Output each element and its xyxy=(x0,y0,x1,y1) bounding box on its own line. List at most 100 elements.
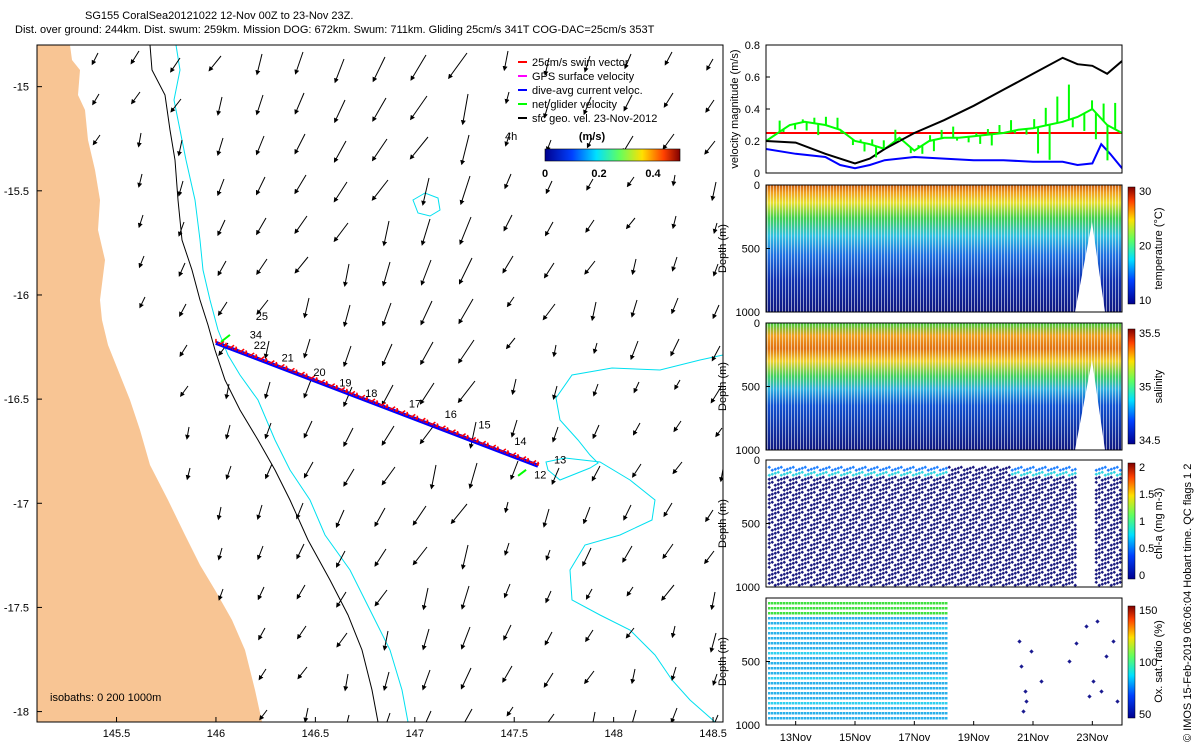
oxygen-sample xyxy=(840,692,843,695)
chlorophyll-sample xyxy=(770,468,775,473)
oxygen-sample xyxy=(939,697,942,700)
chlorophyll-sample xyxy=(821,567,826,572)
oxygen-sample xyxy=(909,667,912,670)
chlorophyll-sample xyxy=(905,531,910,536)
oxygen-sample xyxy=(942,667,945,670)
oxygen-sample xyxy=(936,647,939,650)
oxygen-sample xyxy=(789,642,792,645)
oxygen-sample xyxy=(888,682,891,685)
chlorophyll-sample xyxy=(1100,542,1105,547)
chlorophyll-sample xyxy=(1073,507,1078,512)
chlorophyll-sample xyxy=(1004,542,1009,547)
oxygen-sample xyxy=(879,672,882,675)
chlorophyll-sample xyxy=(824,510,829,515)
chlorophyll-sample xyxy=(998,516,1003,521)
chlorophyll-sample xyxy=(935,581,940,586)
chlorophyll-sample xyxy=(1061,571,1066,576)
oxygen-sample xyxy=(804,667,807,670)
chlorophyll-sample xyxy=(1022,556,1027,561)
chlorophyll-sample xyxy=(773,527,778,532)
oxygen-sample xyxy=(900,697,903,700)
chlorophyll-sample xyxy=(971,485,976,490)
velocity-arrow xyxy=(545,139,552,152)
chlorophyll-sample xyxy=(1112,526,1117,531)
oxygen-sample xyxy=(843,677,846,680)
velocity-arrow xyxy=(460,134,470,166)
oxygen-sample xyxy=(801,712,804,715)
oxygen-sample xyxy=(858,627,861,630)
swim-vector xyxy=(408,414,412,418)
chlorophyll-sample xyxy=(980,518,985,523)
oxygen-sample xyxy=(894,642,897,645)
oxygen-sample xyxy=(831,627,834,630)
chlorophyll-sample xyxy=(830,540,835,545)
oxygen-sample xyxy=(807,627,810,630)
oxygen-sample xyxy=(783,627,786,630)
oxygen-sample xyxy=(897,717,900,720)
chlorophyll-sample xyxy=(1040,490,1045,495)
chlorophyll-sample xyxy=(773,543,778,548)
chlorophyll-sample xyxy=(854,496,859,501)
chlorophyll-sample xyxy=(770,560,775,565)
chlorophyll-sample xyxy=(869,471,874,476)
chlorophyll-sample xyxy=(854,568,859,573)
oxygen-sample xyxy=(939,622,942,625)
chlorophyll-sample xyxy=(992,498,997,503)
oxygen-sample xyxy=(786,712,789,715)
chlorophyll-sample xyxy=(893,551,898,556)
chlorophyll-sample xyxy=(779,553,784,558)
oxygen-sample xyxy=(903,642,906,645)
chlorophyll-sample xyxy=(929,511,934,516)
chlorophyll-sample xyxy=(866,536,871,541)
chlorophyll-sample xyxy=(836,498,841,503)
chlorophyll-sample xyxy=(854,528,859,533)
chlorophyll-sample xyxy=(1103,473,1108,478)
oxygen-sample xyxy=(786,702,789,705)
chlorophyll-sample xyxy=(1070,488,1075,493)
chlorophyll-sample xyxy=(881,483,886,488)
oxygen-sample xyxy=(1111,639,1116,644)
chlorophyll-sample xyxy=(1115,581,1120,586)
chlorophyll-sample xyxy=(926,536,931,541)
chlorophyll-sample xyxy=(779,565,784,570)
chlorophyll-sample xyxy=(968,566,973,571)
oxygen-sample xyxy=(915,687,918,690)
track-day-label: 22 xyxy=(254,340,266,352)
chlorophyll-sample xyxy=(911,541,916,546)
oxygen-sample xyxy=(810,622,813,625)
oxygen-sample xyxy=(891,617,894,620)
chlorophyll-sample xyxy=(896,562,901,567)
legend-entry-label: net glider velocity xyxy=(532,99,617,111)
oxygen-sample xyxy=(867,652,870,655)
swim-vector xyxy=(279,363,285,369)
chlorophyll-sample xyxy=(986,496,991,501)
oxygen-sample xyxy=(915,672,918,675)
chlorophyll-sample xyxy=(1058,512,1063,517)
chlorophyll-sample xyxy=(866,496,871,501)
chlorophyll-sample xyxy=(908,510,913,515)
oxygen-sample xyxy=(819,672,822,675)
chlorophyll-sample xyxy=(944,478,949,483)
oxygen-sample xyxy=(846,657,849,660)
chlorophyll-sample xyxy=(950,580,955,585)
oxygen-sample xyxy=(837,632,840,635)
chlorophyll-sample xyxy=(998,532,1003,537)
chlorophyll-sample xyxy=(932,506,937,511)
oxygen-sample xyxy=(867,647,870,650)
chlorophyll-sample xyxy=(803,537,808,542)
oxygen-sample xyxy=(849,712,852,715)
velocity-arrow xyxy=(92,134,101,146)
chlorophyll-sample xyxy=(1067,497,1072,502)
chlorophyll-sample xyxy=(911,493,916,498)
oxygen-sample xyxy=(837,677,840,680)
oxygen-sample xyxy=(906,692,909,695)
chlorophyll-sample xyxy=(821,551,826,556)
oxygen-sample xyxy=(882,692,885,695)
oxygen-sample xyxy=(849,697,852,700)
chlorophyll-sample xyxy=(1034,528,1039,533)
chlorophyll-sample xyxy=(827,517,832,522)
chlorophyll-sample xyxy=(1007,557,1012,562)
map-frame xyxy=(36,44,724,723)
oxygen-sample xyxy=(858,642,861,645)
chlorophyll-sample xyxy=(929,527,934,532)
